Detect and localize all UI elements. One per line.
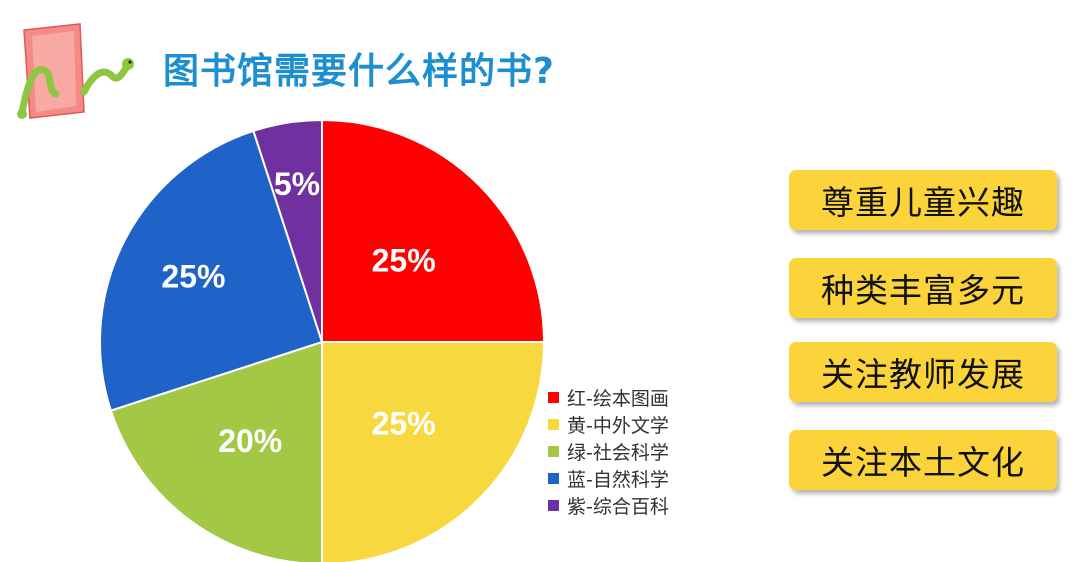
pie-slices <box>99 118 546 562</box>
legend-item: 紫-综合百科 <box>548 492 669 519</box>
principle-tag: 关注本土文化 <box>789 430 1057 490</box>
legend-label: 黄-中外文学 <box>567 415 669 437</box>
legend-swatch <box>548 392 559 403</box>
pie-slice <box>252 118 323 343</box>
principle-tag: 尊重儿童兴趣 <box>789 170 1057 230</box>
legend-item: 黄-中外文学 <box>548 411 669 438</box>
pie-slice-label: 20% <box>218 423 282 459</box>
pie-slice-label: 25% <box>372 242 436 278</box>
legend-label: 蓝-自然科学 <box>567 469 669 491</box>
legend-item: 蓝-自然科学 <box>548 465 669 492</box>
principle-tag: 关注教师发展 <box>789 342 1057 402</box>
pie-slice <box>321 118 546 343</box>
legend-swatch <box>548 500 559 511</box>
pie-slice-label: 25% <box>161 258 225 294</box>
chart-legend: 红-绘本图画 黄-中外文学 绿-社会科学 蓝-自然科学 紫-综合百科 <box>548 384 669 519</box>
legend-swatch <box>548 473 559 484</box>
pie-slice-label: 25% <box>372 406 436 442</box>
legend-swatch <box>548 419 559 430</box>
legend-item: 绿-社会科学 <box>548 438 669 465</box>
page-title: 图书馆需要什么样的书? <box>163 51 555 92</box>
legend-label: 红-绘本图画 <box>567 388 669 410</box>
legend-item: 红-绘本图画 <box>548 384 669 411</box>
book-worm-logo-icon <box>17 23 134 119</box>
pie-slice <box>321 341 546 562</box>
pie-slice-label: 5% <box>274 166 320 202</box>
legend-label: 紫-综合百科 <box>567 496 669 518</box>
principle-tag: 种类丰富多元 <box>789 258 1057 318</box>
pie-slice <box>99 129 324 412</box>
pie-slice-labels: 25% 25% 20% 25% 5% <box>161 166 435 459</box>
legend-label: 绿-社会科学 <box>567 442 669 464</box>
legend-swatch <box>548 446 559 457</box>
